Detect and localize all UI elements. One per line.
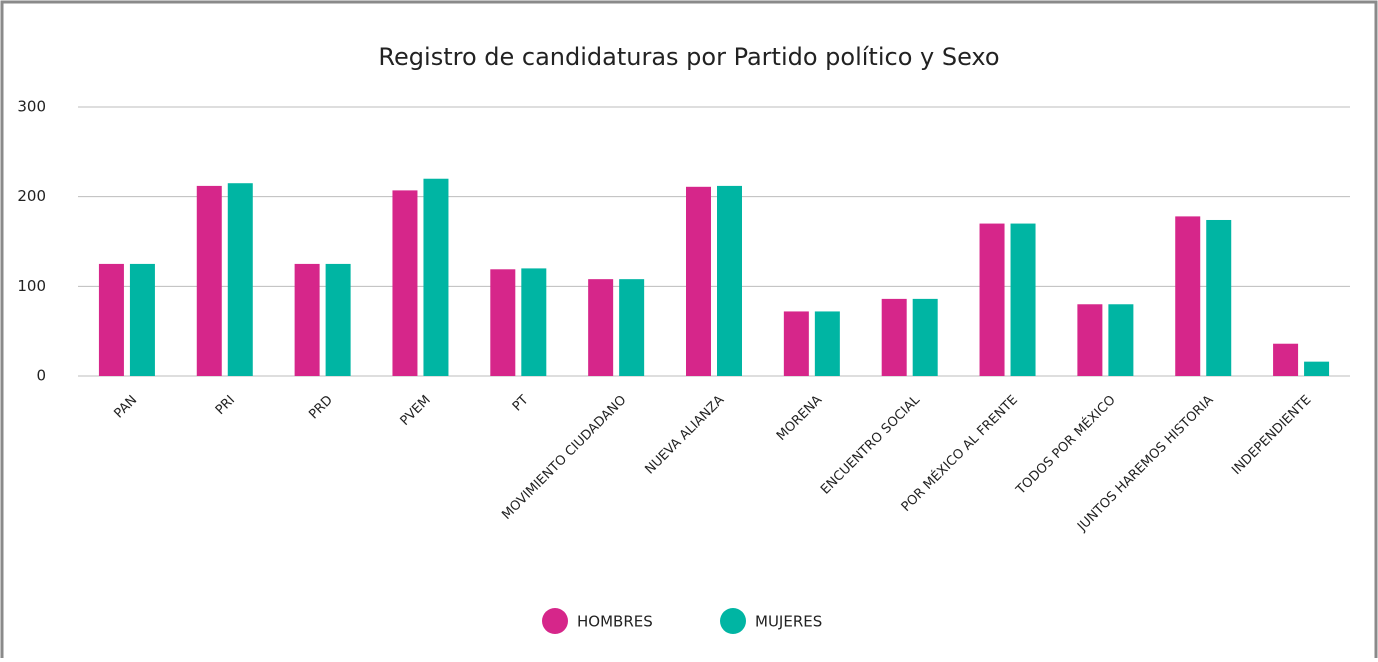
bar [686,186,711,376]
bar [912,298,938,376]
chart-title: Registro de candidaturas por Partido pol… [378,43,999,71]
bar [1304,361,1330,376]
y-tick-label: 0 [36,367,46,385]
bar [1175,216,1201,376]
legend-swatch [720,608,746,634]
bar [196,185,222,376]
bar [588,279,614,376]
bar [1273,343,1299,376]
bar [294,263,320,376]
bar [783,311,809,376]
bar [717,185,742,376]
y-tick-label: 100 [17,277,46,295]
bar [325,263,351,376]
bar [1077,304,1103,376]
bar [881,298,907,376]
bar [979,223,1005,376]
bar [98,263,124,376]
bar [1010,223,1036,376]
bar [1206,219,1232,376]
legend-swatch [542,608,568,634]
bar [423,178,449,376]
legend-label: MUJERES [755,613,822,631]
bar [490,269,516,376]
bar [814,311,840,376]
legend-label: HOMBRES [577,613,653,631]
y-tick-label: 300 [17,98,46,116]
bar [392,190,418,376]
bar [227,183,253,376]
bar [619,279,645,376]
bar [129,263,155,376]
bar [521,268,547,376]
y-tick-label: 200 [17,187,46,205]
bar [1108,304,1134,376]
